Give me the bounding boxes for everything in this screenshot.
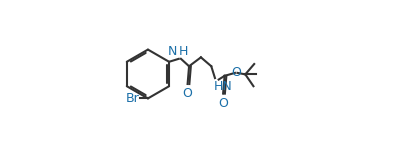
Text: O: O — [183, 87, 193, 100]
Text: O: O — [219, 97, 228, 110]
Text: Br: Br — [126, 92, 140, 105]
Text: N: N — [168, 45, 177, 58]
Text: H: H — [179, 45, 188, 58]
Text: O: O — [231, 66, 241, 79]
Text: HN: HN — [213, 80, 232, 92]
